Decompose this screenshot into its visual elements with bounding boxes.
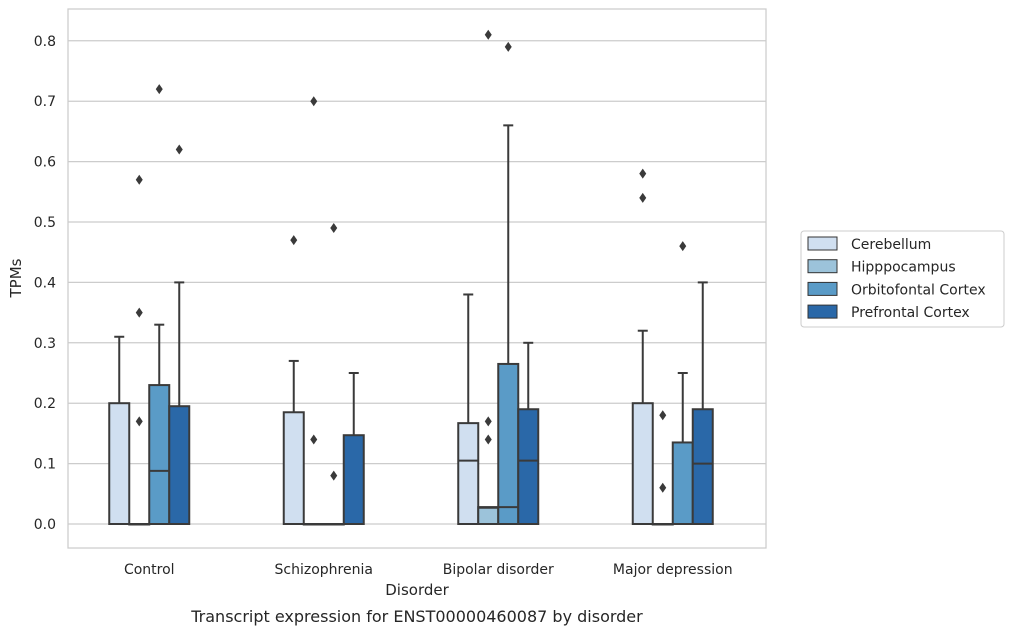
outlier-point <box>175 144 183 155</box>
box-body <box>282 411 305 526</box>
outlier-point <box>504 41 512 52</box>
box-group <box>148 84 171 525</box>
box-group <box>651 410 674 526</box>
box-group <box>342 372 365 526</box>
box-body <box>168 405 191 525</box>
x-axis-title: Disorder <box>385 581 449 599</box>
plot-frame <box>67 8 767 549</box>
box-body <box>517 408 540 525</box>
box-group <box>302 96 325 526</box>
x-tick-labels: Control Schizophrenia Bipolar disorder Majo… <box>124 562 733 578</box>
box-body <box>497 362 520 525</box>
x-tick-label: Major depression <box>613 562 733 578</box>
x-tick-label: Bipolar disorder <box>443 562 554 578</box>
outlier-point <box>330 470 338 481</box>
outlier-point <box>155 84 163 95</box>
outlier-point <box>135 416 143 427</box>
outlier-point <box>484 416 492 427</box>
box-body <box>148 384 171 525</box>
legend-label: Prefrontal Cortex <box>851 305 970 321</box>
box-group <box>671 241 694 525</box>
outlier-point <box>639 192 647 203</box>
box-group <box>497 41 520 525</box>
box-group <box>477 29 500 526</box>
chart-caption: Transcript expression for ENST0000046008… <box>190 607 643 626</box>
box-body <box>691 408 714 525</box>
y-tick-label: 0.0 <box>34 517 56 533</box>
outlier-point <box>310 96 318 107</box>
outlier-point <box>135 174 143 185</box>
outlier-point <box>639 168 647 179</box>
box-body <box>108 402 131 526</box>
outlier-point <box>484 29 492 40</box>
box-plot-marks <box>108 29 714 526</box>
y-axis-title: TPMs <box>7 258 25 298</box>
y-tick-label: 0.3 <box>34 336 56 352</box>
legend-swatch <box>807 236 838 251</box>
box-body <box>671 441 694 525</box>
legend: Cerebellum Hipppocampus Orbitofontal Corte… <box>800 230 1005 328</box>
y-tick-label: 0.4 <box>34 275 56 291</box>
box-group <box>457 293 480 525</box>
y-tick-label: 0.1 <box>34 457 56 473</box>
y-tick-label: 0.8 <box>34 34 56 50</box>
y-tick-label: 0.6 <box>34 155 56 171</box>
box-group <box>631 168 654 526</box>
box-group <box>322 223 345 526</box>
outlier-point <box>659 482 667 493</box>
box-group <box>108 335 131 526</box>
legend-label: Orbitofontal Cortex <box>851 282 986 298</box>
legend-label: Cerebellum <box>851 237 931 253</box>
outlier-point <box>135 307 143 318</box>
box-body <box>342 434 365 526</box>
box-group <box>691 281 714 525</box>
outlier-point <box>484 434 492 445</box>
y-tick-label: 0.7 <box>34 94 56 110</box>
outlier-point <box>310 434 318 445</box>
x-tick-label: Control <box>124 562 175 578</box>
legend-label: Hipppocampus <box>851 260 956 276</box>
box-body <box>457 422 480 525</box>
y-tick-label: 0.2 <box>34 396 56 412</box>
outlier-point <box>330 223 338 234</box>
y-tick-label: 0.5 <box>34 215 56 231</box>
box-group <box>282 235 305 526</box>
box-group <box>517 341 540 525</box>
outlier-point <box>679 241 687 252</box>
y-tick-labels: 0.0 0.1 0.2 0.3 0.4 0.5 0.6 0.7 0.8 <box>34 34 56 533</box>
box-body <box>631 402 654 526</box>
outlier-point <box>290 235 298 246</box>
box-group <box>128 174 151 526</box>
x-tick-label: Schizophrenia <box>275 562 373 578</box>
legend-frame <box>800 230 1005 328</box>
legend-swatch <box>807 281 838 296</box>
box-body <box>477 506 500 526</box>
box-group <box>168 144 191 525</box>
legend-swatch <box>807 259 838 274</box>
outlier-point <box>659 410 667 421</box>
legend-swatch <box>807 304 838 319</box>
